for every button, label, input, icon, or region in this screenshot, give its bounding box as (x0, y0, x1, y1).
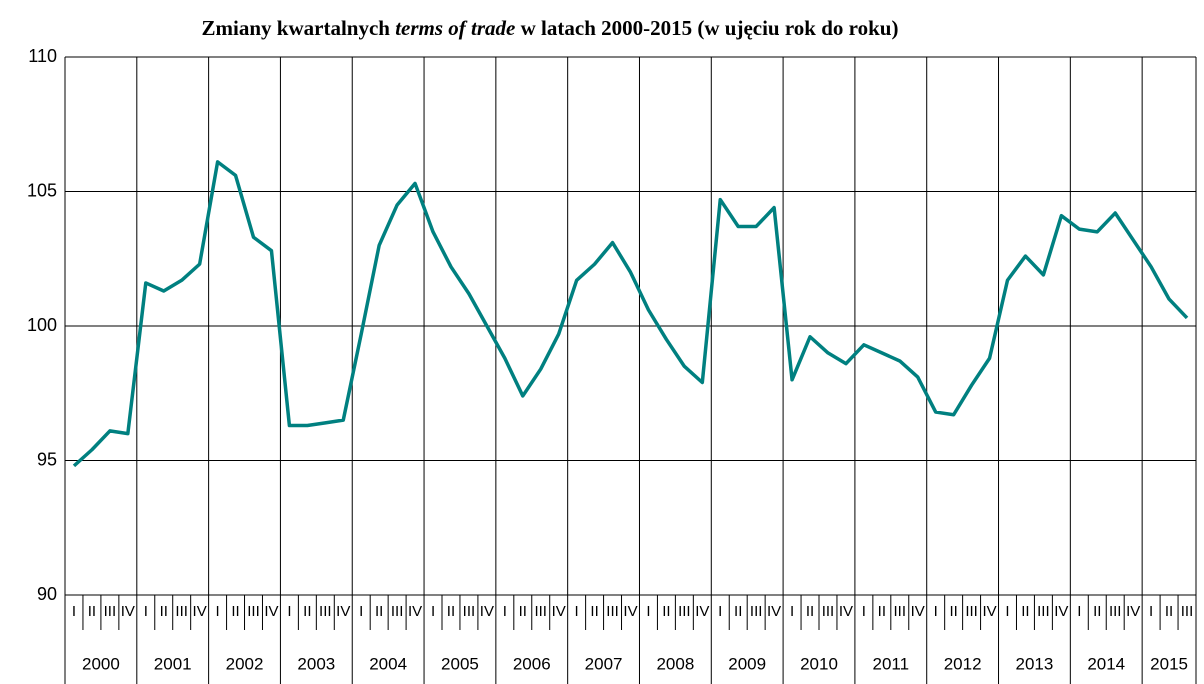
year-label: 2009 (728, 654, 766, 673)
x-tick-label: III (822, 603, 835, 620)
title-part: w latach 2000-2015 (w ujęciu rok do roku… (521, 16, 899, 40)
x-tick-label: IV (408, 603, 422, 620)
year-label: 2001 (154, 654, 192, 673)
year-label: 2006 (513, 654, 551, 673)
x-tick-label: II (1093, 603, 1101, 620)
x-tick-label: IV (264, 603, 278, 620)
x-tick-label: I (431, 603, 435, 620)
x-tick-label: I (287, 603, 291, 620)
x-tick-label: III (894, 603, 907, 620)
y-tick-label: 95 (37, 449, 57, 469)
x-tick-label: III (965, 603, 978, 620)
x-tick-label: I (862, 603, 866, 620)
title-part: Zmiany kwartalnych (202, 16, 391, 40)
x-tick-label: III (104, 603, 117, 620)
x-tick-label: II (375, 603, 383, 620)
year-label: 2014 (1087, 654, 1125, 673)
x-tick-label: II (1021, 603, 1029, 620)
x-tick-label: I (718, 603, 722, 620)
x-tick-label: III (750, 603, 763, 620)
x-tick-label: IV (623, 603, 637, 620)
x-tick-label: I (1005, 603, 1009, 620)
x-tick-label: I (216, 603, 220, 620)
x-tick-label: I (144, 603, 148, 620)
x-tick-label: III (1181, 603, 1194, 620)
year-label: 2003 (297, 654, 335, 673)
x-tick-label: II (662, 603, 670, 620)
year-label: 2005 (441, 654, 479, 673)
x-tick-label: IV (552, 603, 566, 620)
x-tick-label: IV (1054, 603, 1068, 620)
x-tick-label: III (463, 603, 476, 620)
x-tick-label: II (806, 603, 814, 620)
x-tick-label: IV (911, 603, 925, 620)
year-label: 2012 (944, 654, 982, 673)
x-tick-label: III (391, 603, 404, 620)
x-tick-label: II (734, 603, 742, 620)
x-tick-label: II (231, 603, 239, 620)
x-tick-label: II (878, 603, 886, 620)
x-tick-label: II (519, 603, 527, 620)
y-tick-label: 110 (28, 46, 57, 66)
x-tick-label: IV (767, 603, 781, 620)
year-label: 2000 (82, 654, 120, 673)
chart-title: Zmiany kwartalnych terms of trade w lata… (202, 16, 899, 40)
x-tick-label: IV (480, 603, 494, 620)
x-tick-label: IV (839, 603, 853, 620)
year-label: 2013 (1016, 654, 1054, 673)
x-tick-label: IV (1126, 603, 1140, 620)
x-tick-label: IV (982, 603, 996, 620)
title-part: terms of trade (395, 16, 515, 40)
x-tick-label: III (175, 603, 188, 620)
x-tick-label: II (949, 603, 957, 620)
x-tick-label: I (359, 603, 363, 620)
year-label: 2015 (1150, 654, 1188, 673)
x-tick-label: II (160, 603, 168, 620)
x-tick-label: I (646, 603, 650, 620)
data-line (72, 160, 1189, 468)
x-tick-label: III (678, 603, 691, 620)
x-tick-label: I (1077, 603, 1081, 620)
x-tick-label: III (534, 603, 547, 620)
x-tick-label: IV (121, 603, 135, 620)
y-tick-label: 105 (27, 180, 57, 200)
x-tick-label: II (1165, 603, 1173, 620)
x-tick-label: II (303, 603, 311, 620)
x-tick-label: I (934, 603, 938, 620)
year-label: 2008 (656, 654, 694, 673)
y-tick-label: 90 (37, 584, 57, 604)
x-tick-label: IV (193, 603, 207, 620)
year-label: 2007 (585, 654, 623, 673)
x-tick-label: IV (336, 603, 350, 620)
x-tick-label: I (72, 603, 76, 620)
year-label: 2010 (800, 654, 838, 673)
x-tick-label: II (447, 603, 455, 620)
year-label: 2002 (226, 654, 264, 673)
x-tick-label: III (606, 603, 619, 620)
x-tick-label: III (1037, 603, 1050, 620)
x-tick-label: I (790, 603, 794, 620)
x-tick-label: I (575, 603, 579, 620)
x-tick-label: I (1149, 603, 1153, 620)
x-tick-label: II (88, 603, 96, 620)
year-label: 2004 (369, 654, 407, 673)
x-tick-label: II (590, 603, 598, 620)
x-tick-label: III (247, 603, 260, 620)
x-tick-label: IV (695, 603, 709, 620)
x-tick-label: I (503, 603, 507, 620)
x-tick-label: III (319, 603, 332, 620)
x-tick-label: III (1109, 603, 1122, 620)
year-label: 2011 (873, 654, 910, 673)
y-tick-label: 100 (27, 315, 57, 335)
